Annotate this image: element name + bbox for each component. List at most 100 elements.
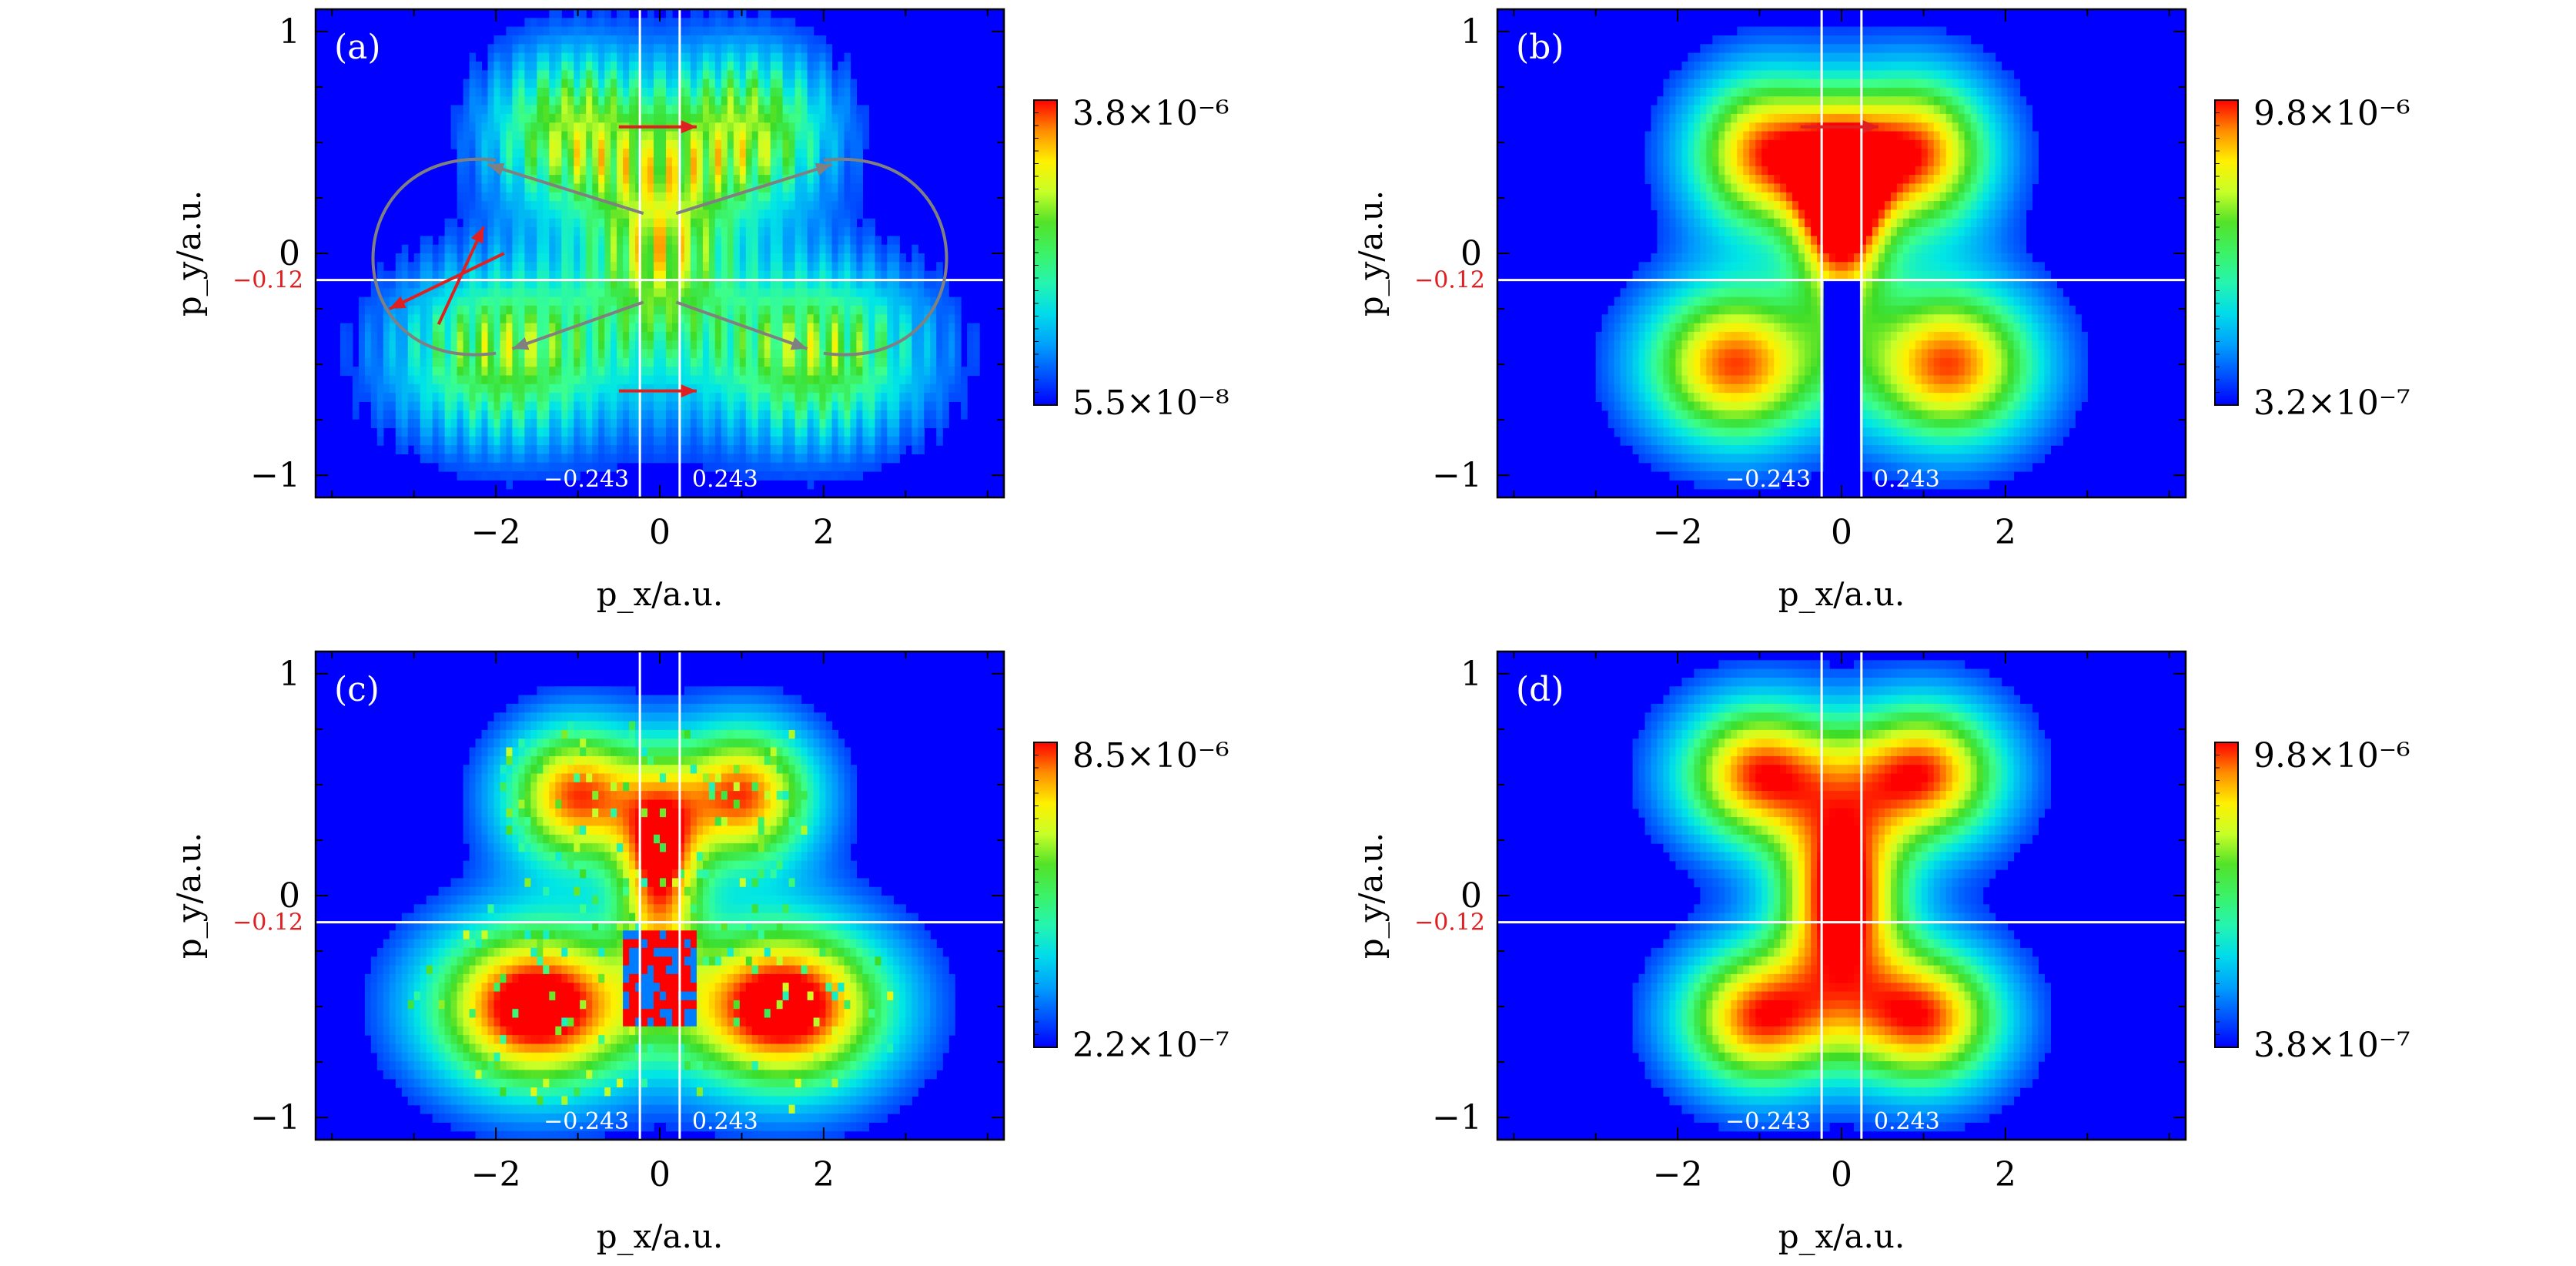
heatmap-cell xyxy=(819,131,827,141)
heatmap-cell xyxy=(420,236,427,246)
heatmap-cell xyxy=(788,401,796,411)
heatmap-cell xyxy=(751,296,759,306)
heatmap-cell xyxy=(604,314,611,324)
heatmap-cell xyxy=(407,305,415,315)
heatmap-cell xyxy=(475,183,483,193)
heatmap-cell xyxy=(955,331,962,341)
heatmap-cell xyxy=(383,340,390,350)
heatmap-cell xyxy=(1694,227,1701,236)
heatmap-cell xyxy=(1675,471,1683,481)
heatmap-cell xyxy=(524,26,531,36)
heatmap-cell xyxy=(838,419,845,428)
heatmap-cell xyxy=(500,471,507,481)
heatmap-cell xyxy=(714,113,722,123)
heatmap-cell xyxy=(1712,401,1719,411)
heatmap-cell xyxy=(677,96,685,106)
heatmap-cell xyxy=(1712,367,1719,377)
heatmap-cell xyxy=(684,445,691,454)
heatmap-cell xyxy=(506,393,513,402)
heatmap-cell xyxy=(574,218,580,228)
heatmap-cell xyxy=(825,70,833,80)
heatmap-cell xyxy=(629,427,636,437)
heatmap-cell xyxy=(1669,149,1677,158)
heatmap-cell xyxy=(500,375,507,385)
heatmap-cell xyxy=(1669,367,1677,377)
heatmap-cell xyxy=(684,296,691,306)
heatmap-cell xyxy=(450,436,458,446)
heatmap-cell xyxy=(481,419,489,428)
heatmap-cell xyxy=(844,436,851,446)
heatmap-cell xyxy=(795,227,802,236)
heatmap-cell xyxy=(574,79,580,89)
heatmap-cell xyxy=(524,462,531,472)
heatmap-cell xyxy=(844,270,851,280)
heatmap-cell xyxy=(690,79,698,89)
heatmap-cell xyxy=(850,201,857,210)
heatmap-cell xyxy=(1644,436,1652,446)
heatmap-cell xyxy=(524,122,531,132)
heatmap-cell xyxy=(795,139,802,149)
heatmap-cell xyxy=(844,201,851,210)
heatmap-cell xyxy=(912,305,918,315)
heatmap-cell xyxy=(702,149,710,158)
heatmap-cell xyxy=(825,209,833,219)
heatmap-cell xyxy=(758,35,765,45)
heatmap-cell xyxy=(457,175,464,184)
heatmap-cell xyxy=(924,305,931,315)
heatmap-cell xyxy=(1651,157,1658,167)
heatmap-cell xyxy=(469,419,477,428)
heatmap-cell xyxy=(623,175,630,184)
heatmap-cell xyxy=(905,340,912,350)
heatmap-cell xyxy=(825,139,833,149)
heatmap-cell xyxy=(672,149,679,158)
heatmap-cell xyxy=(592,61,599,71)
heatmap-cell xyxy=(807,113,815,123)
heatmap-cell xyxy=(641,35,648,45)
heatmap-cell xyxy=(825,44,833,54)
heatmap-cell xyxy=(887,253,894,263)
heatmap-cell xyxy=(1675,236,1683,246)
heatmap-cell xyxy=(819,201,827,210)
heatmap-cell xyxy=(506,296,513,306)
heatmap-cell xyxy=(813,262,821,272)
heatmap-cell xyxy=(708,445,716,454)
heatmap-cell xyxy=(776,113,784,123)
heatmap-cell xyxy=(666,149,673,158)
heatmap-cell xyxy=(696,410,704,420)
heatmap-cell xyxy=(512,166,519,176)
heatmap-cell xyxy=(1694,454,1701,464)
heatmap-cell xyxy=(592,96,599,106)
heatmap-cell xyxy=(549,61,556,71)
heatmap-cell xyxy=(401,288,409,298)
heatmap-cell xyxy=(457,401,464,411)
heatmap-cell xyxy=(1614,349,1621,359)
heatmap-cell xyxy=(1681,139,1689,149)
heatmap-cell xyxy=(844,122,851,132)
heatmap-cell xyxy=(905,410,912,420)
heatmap-cell xyxy=(758,209,765,219)
heatmap-cell xyxy=(1657,131,1664,141)
heatmap-cell xyxy=(586,357,593,367)
heatmap-cell xyxy=(580,79,587,89)
heatmap-cell xyxy=(1712,139,1719,149)
heatmap-cell xyxy=(702,410,710,420)
heatmap-cell xyxy=(1718,227,1725,236)
heatmap-cell xyxy=(672,131,679,141)
heatmap-cell xyxy=(592,209,599,219)
heatmap-cell xyxy=(358,305,366,315)
heatmap-cell xyxy=(672,79,679,89)
heatmap-cell xyxy=(788,296,796,306)
vertical-line-label-left: −0.243 xyxy=(544,466,629,493)
heatmap-cell xyxy=(1657,357,1664,367)
heatmap-cell xyxy=(1607,331,1615,341)
heatmap-cell xyxy=(825,87,833,97)
heatmap-cell xyxy=(795,471,802,481)
heatmap-cell xyxy=(1675,375,1683,385)
heatmap-cell xyxy=(1669,139,1677,149)
heatmap-cell xyxy=(1638,270,1646,280)
heatmap-cell xyxy=(555,122,562,132)
heatmap-cell xyxy=(611,175,617,184)
heatmap-cell xyxy=(623,9,630,18)
heatmap-cell xyxy=(1700,253,1707,263)
heatmap-cell xyxy=(831,105,839,115)
